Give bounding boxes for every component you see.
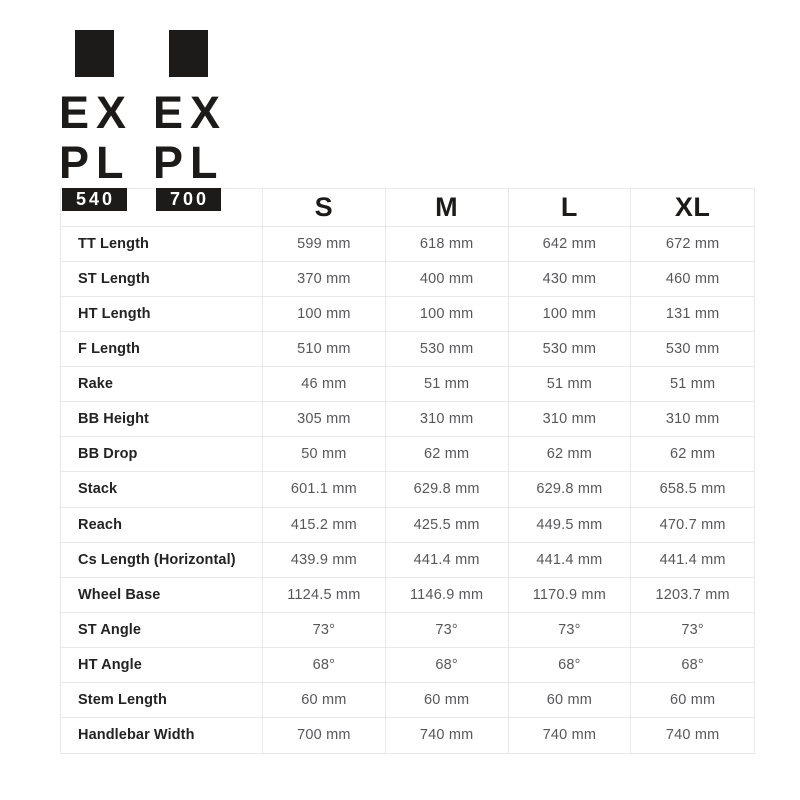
spec-value: 46 mm (263, 367, 386, 403)
spec-value: 740 mm (509, 717, 632, 753)
spec-value: 460 mm (631, 262, 754, 298)
spec-value: 658.5 mm (631, 472, 754, 508)
spec-value: 400 mm (385, 262, 509, 298)
logo-size-badge-700: 700 (156, 188, 221, 211)
spec-value: 1124.5 mm (263, 577, 386, 613)
spec-value: 672 mm (631, 227, 754, 263)
spec-value: 629.8 mm (385, 472, 509, 508)
spec-value: 68° (385, 647, 509, 683)
spec-value: 100 mm (508, 297, 632, 333)
spec-value: 100 mm (263, 297, 386, 333)
spec-value: 131 mm (631, 297, 754, 333)
spec-row-label: HT Length (61, 297, 263, 333)
spec-value: 60 mm (631, 683, 754, 718)
size-column-header-l: L (508, 189, 632, 227)
spec-value: 310 mm (385, 402, 509, 438)
spec-row-label: TT Length (61, 227, 263, 263)
spec-row-label: Reach (61, 507, 263, 543)
logo-wordmark-line2: PL (59, 137, 131, 188)
spec-value: 470.7 mm (631, 508, 754, 543)
spec-value: 441.4 mm (385, 542, 509, 578)
expl-700-logo: EX PL 700 (153, 30, 227, 211)
spec-row-label: HT Angle (61, 647, 263, 683)
logo-wordmark: EX PL (59, 88, 133, 188)
spec-row-label: ST Length (61, 262, 263, 298)
spec-value: 73° (508, 612, 632, 648)
spec-value: 1170.9 mm (508, 577, 632, 613)
logo-wordmark-line1: EX (153, 87, 228, 138)
spec-value: 642 mm (508, 227, 632, 263)
spec-value: 62 mm (385, 437, 509, 473)
spec-value: 73° (385, 612, 509, 648)
spec-value: 740 mm (386, 717, 509, 753)
spec-value: 51 mm (631, 367, 754, 403)
spec-value: 449.5 mm (508, 507, 632, 543)
spec-row-label: BB Height (61, 402, 263, 438)
logo-square-mark-icon (169, 30, 208, 77)
size-column-header-m: M (385, 189, 509, 227)
spec-value: 1203.7 mm (631, 578, 754, 613)
spec-value: 68° (631, 648, 754, 683)
spec-value: 425.5 mm (385, 507, 509, 543)
size-column-header-xl: XL (631, 189, 754, 227)
spec-value: 50 mm (263, 437, 386, 473)
spec-value: 310 mm (508, 402, 632, 438)
spec-value: 60 mm (263, 682, 386, 718)
spec-row-label: Handlebar Width (61, 717, 263, 753)
logo-wordmark: EX PL (153, 88, 227, 188)
spec-value: 73° (631, 613, 754, 648)
spec-value: 68° (263, 647, 386, 683)
spec-value: 441.4 mm (631, 543, 754, 578)
spec-value: 530 mm (385, 332, 509, 368)
spec-value: 51 mm (508, 367, 632, 403)
spec-value: 1146.9 mm (385, 577, 509, 613)
spec-value: 439.9 mm (263, 542, 386, 578)
spec-value: 60 mm (508, 682, 632, 718)
spec-value: 510 mm (263, 332, 386, 368)
table-corner-cell (61, 189, 263, 227)
spec-value: 740 mm (665, 727, 720, 744)
spec-row-label: F Length (61, 332, 263, 368)
spec-value: 599 mm (263, 227, 386, 263)
spec-value: 618 mm (385, 227, 509, 263)
spec-row-label: Wheel Base (61, 577, 263, 613)
spec-value: 62 mm (631, 437, 754, 473)
logo-size-badge-540: 540 (62, 188, 127, 211)
spec-value: 415.2 mm (263, 507, 386, 543)
spec-value: 530 mm (508, 332, 632, 368)
spec-row-label: BB Drop (61, 437, 263, 473)
spec-value: 629.8 mm (508, 472, 632, 508)
spec-value: 441.4 mm (508, 542, 632, 578)
spec-row-label: Cs Length (Horizontal) (61, 542, 263, 578)
spec-row-label: ST Angle (61, 612, 263, 648)
logo-wordmark-line1: EX (59, 87, 134, 138)
geometry-table: S M L XL TT Length 599 mm 618 mm 642 mm 672 mm ST… (60, 188, 755, 754)
spec-value: 700 mm (263, 717, 386, 753)
spec-value: 430 mm (508, 262, 632, 298)
spec-value: 62 mm (508, 437, 632, 473)
spec-value: 68° (508, 647, 632, 683)
spec-value: 601.1 mm (263, 472, 386, 508)
size-column-header-s: S (263, 189, 386, 227)
spec-value: 100 mm (385, 297, 509, 333)
expl-540-logo: EX PL 540 (59, 30, 133, 211)
spec-value: 60 mm (385, 682, 509, 718)
logo-wordmark-line2: PL (153, 137, 225, 188)
spec-value: 51 mm (385, 367, 509, 403)
spec-row-label: Stem Length (61, 682, 263, 718)
spec-value: 370 mm (263, 262, 386, 298)
spec-value: 305 mm (263, 402, 386, 438)
spec-value: 530 mm (631, 332, 754, 368)
spec-value: 73° (263, 612, 386, 648)
spec-row-label: Stack (61, 472, 263, 508)
spec-row-label: Rake (61, 367, 263, 403)
logo-square-mark-icon (75, 30, 114, 77)
spec-value: 310 mm (631, 402, 754, 438)
